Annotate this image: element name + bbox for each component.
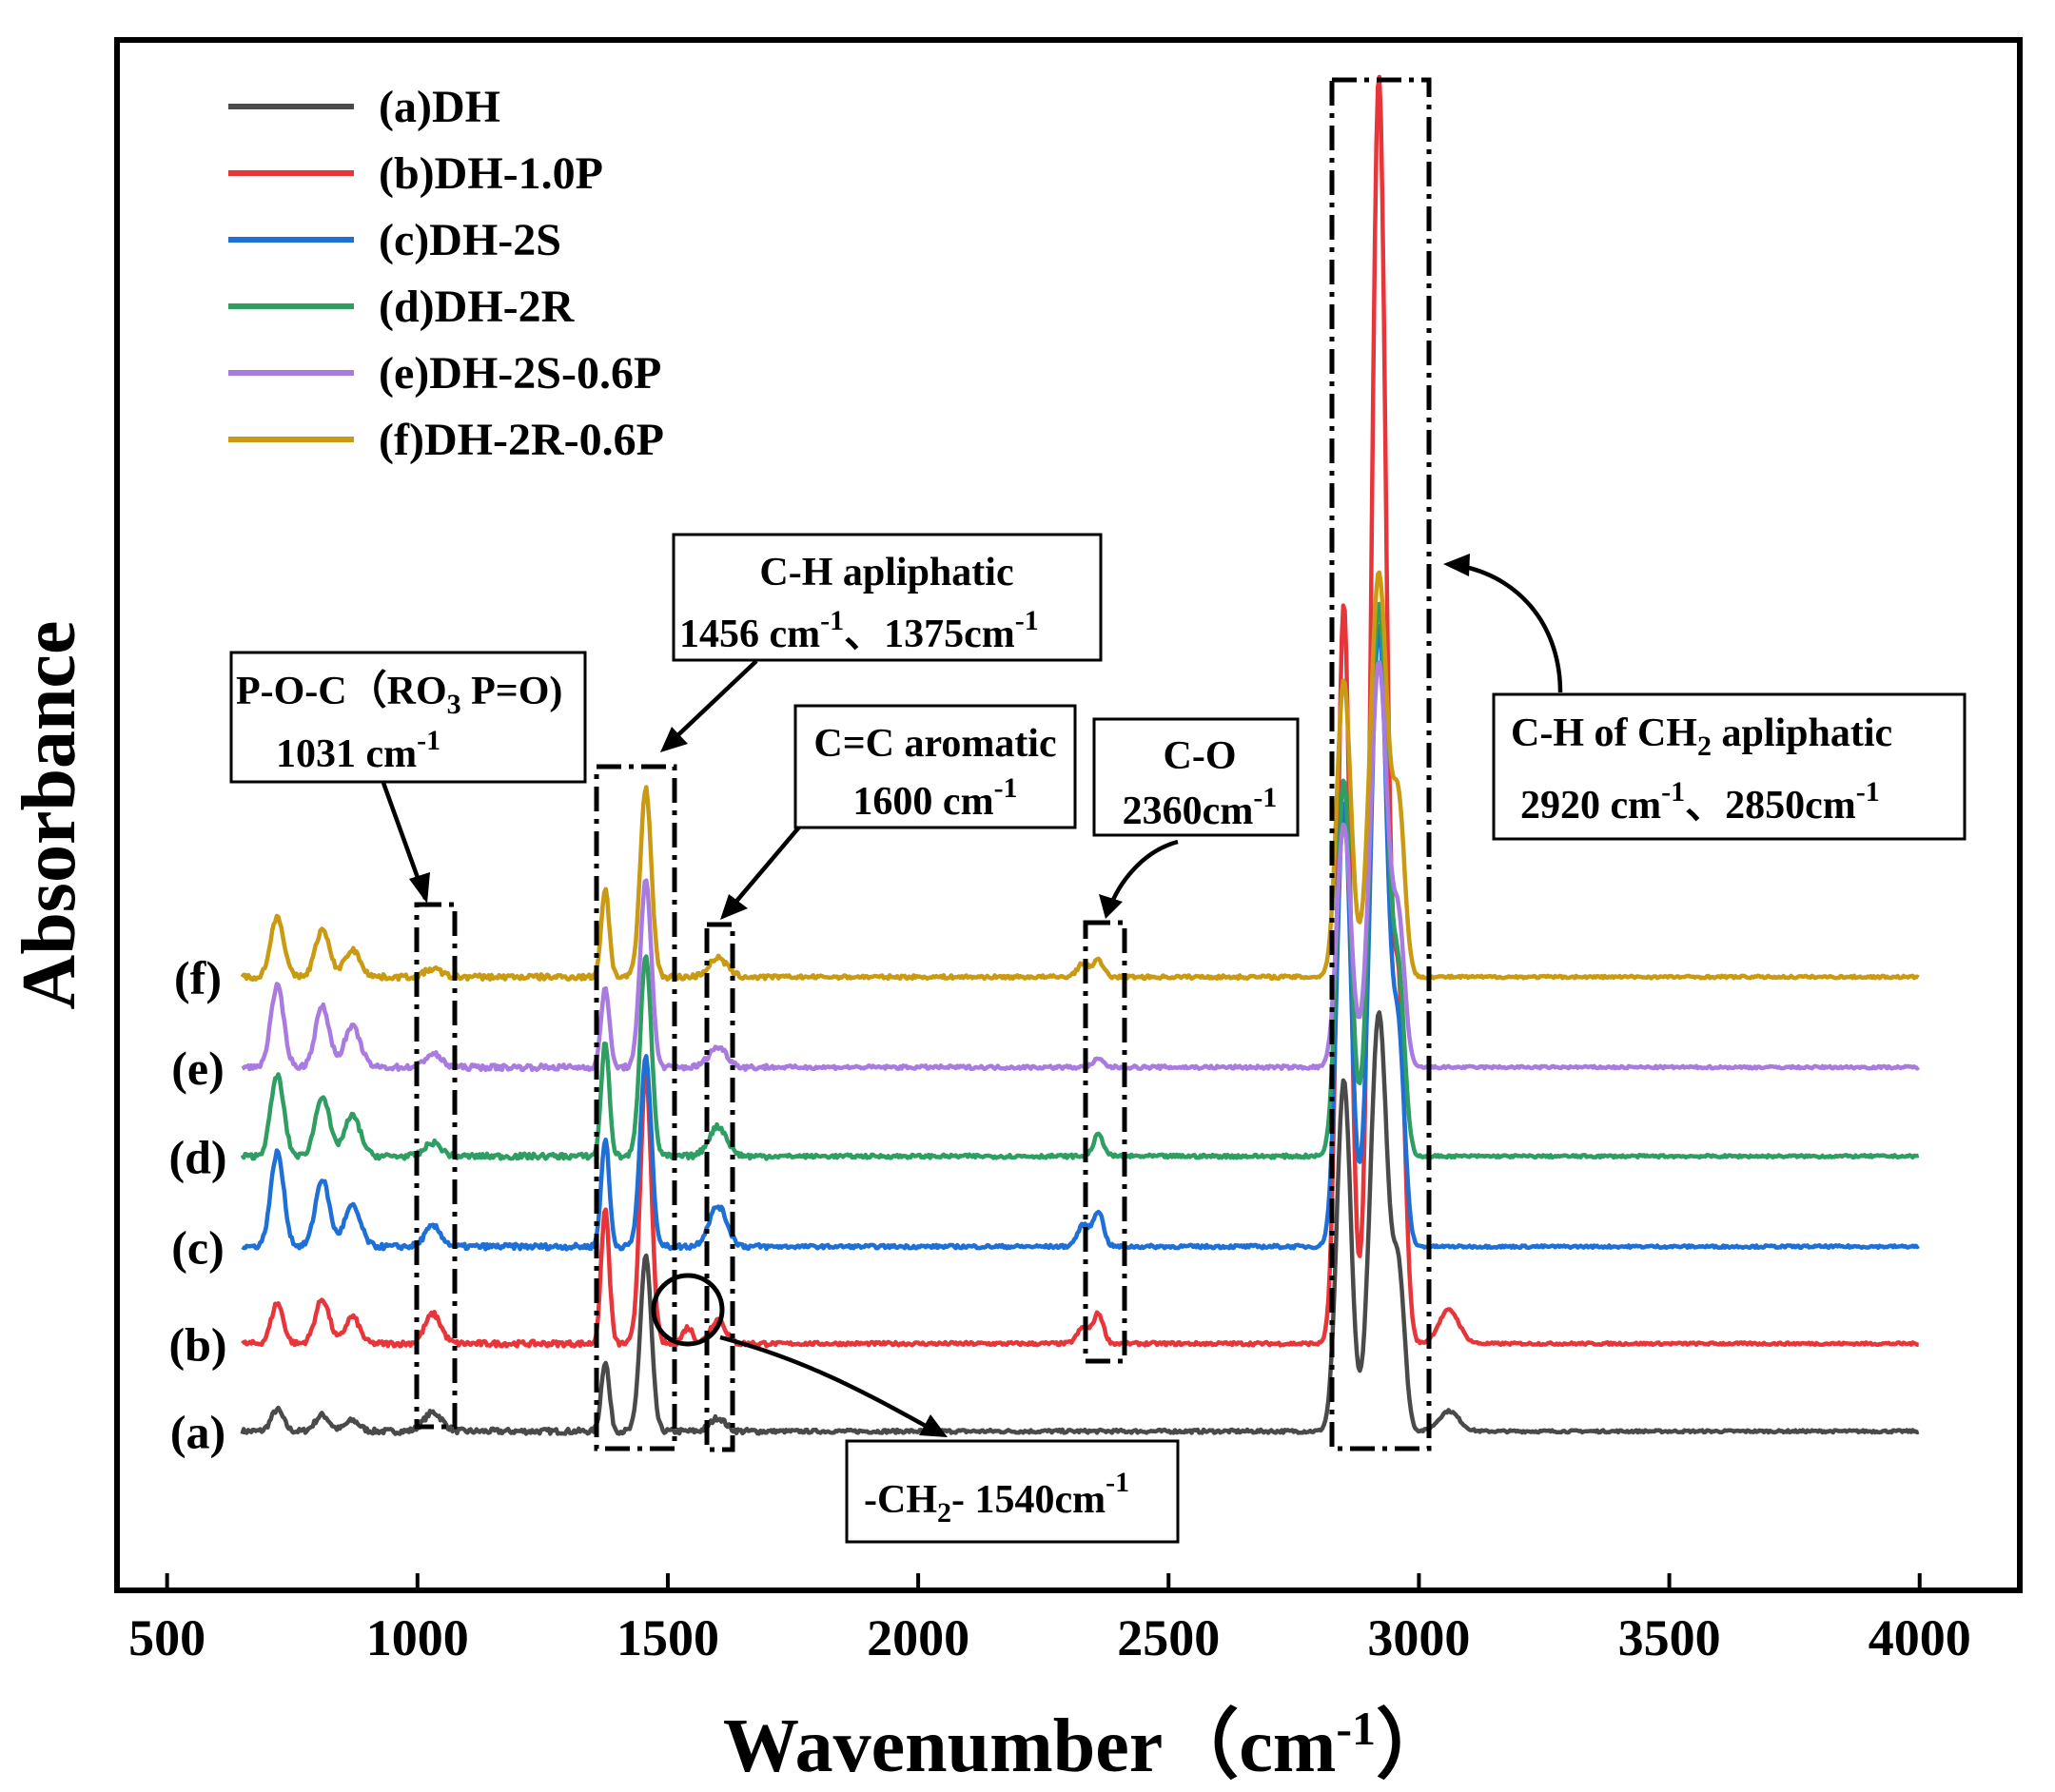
arrow-cc-head (720, 894, 748, 920)
series-lines (240, 74, 1921, 1436)
annotation-cc: C=C aromatic 1600 cm-1 (793, 704, 1077, 829)
legend: (a)DH (b)DH-1.0P (c)DH-2S (d)DH-2R (e)DH-2S-… (228, 82, 664, 465)
annotation-poc-line2: 1031 cm-1 (276, 725, 440, 776)
annotation-co-box (1092, 717, 1300, 837)
x-tick-label-3500: 3500 (1618, 1609, 1721, 1666)
series-line-c (241, 623, 1920, 1252)
arrow-ch-aliphatic-head (660, 727, 688, 752)
annotation-ch2-box (1492, 692, 1967, 841)
region-boxes (414, 77, 1432, 1452)
legend-label-d: (d)DH-2R (379, 282, 576, 332)
legend-label-a: (a)DH (379, 82, 500, 132)
circle-1540 (651, 1273, 725, 1347)
series-line-a (240, 1010, 1920, 1436)
annotation-poc-box (229, 651, 587, 784)
arrow-ch-aliphatic (667, 659, 758, 746)
x-axis-ticks: 500 1000 1500 2000 2500 3000 3500 4000 (128, 1573, 1971, 1666)
x-tick-label-2000: 2000 (867, 1609, 969, 1666)
annotation-co: C-O 2360cm-1 (1092, 717, 1300, 837)
annotation-co-value: 2360cm-1 (1123, 782, 1278, 833)
arrow-ch2-head (1443, 554, 1470, 576)
annotation-ch-aliphatic-box (672, 533, 1103, 662)
region-box-1600 (704, 922, 735, 1452)
annotation-cc-box (793, 704, 1077, 829)
series-label-a: (a) (170, 1406, 225, 1459)
series-line-d (240, 601, 1920, 1161)
annotation-ch2-1540: -CH2- 1540cm-1 (845, 1439, 1180, 1544)
series-line-f (240, 570, 1920, 983)
series-label-d: (d) (168, 1131, 226, 1184)
plot-frame (114, 37, 2023, 1593)
x-tick-label-500: 500 (128, 1609, 206, 1666)
x-tick-label-1000: 1000 (366, 1609, 469, 1666)
arrow-ch2 (1464, 564, 1563, 693)
legend-label-c: (c)DH-2S (379, 215, 561, 265)
annotation-ch2-1540-text: -CH2- 1540cm-1 (864, 1467, 1129, 1529)
annotation-ch2-title: C-H of CH2 apliphatic (1511, 711, 1892, 762)
arrow-poc-head (409, 872, 430, 904)
annotation-ch-aliphatic-values: 1456 cm-1、1375cm-1 (679, 605, 1039, 656)
annotation-ch-aliphatic: C-H apliphatic 1456 cm-1、1375cm-1 (672, 533, 1103, 662)
annotation-poc-line1: P-O-C（RO3 P=O) (236, 669, 562, 720)
annotation-poc: P-O-C（RO3 P=O) 1031 cm-1 (229, 651, 587, 784)
region-box-2360 (1083, 920, 1127, 1364)
annotation-ch-aliphatic-title: C-H apliphatic (759, 551, 1013, 594)
annotation-cc-value: 1600 cm-1 (852, 772, 1017, 824)
legend-label-e: (e)DH-2S-0.6P (379, 348, 661, 399)
x-axis-title: Wavenumber（cm-1） (723, 1702, 1452, 1788)
arrow-co (1106, 839, 1179, 910)
annotation-ch2-1540-box (845, 1439, 1180, 1544)
x-tick-label-4000: 4000 (1869, 1609, 1971, 1666)
annotation-co-title: C-O (1164, 734, 1237, 778)
legend-label-b: (b)DH-1.0P (379, 148, 603, 199)
series-label-b: (b) (168, 1318, 226, 1372)
region-box-2920-2850 (1329, 77, 1432, 1451)
legend-label-f: (f)DH-2R-0.6P (379, 415, 664, 465)
series-label-c: (c) (171, 1221, 225, 1275)
region-box-1031 (414, 902, 458, 1430)
x-tick-label-2500: 2500 (1117, 1609, 1220, 1666)
x-tick-label-3000: 3000 (1367, 1609, 1470, 1666)
annotation-ch2: C-H of CH2 apliphatic 2920 cm-1、2850cm-1 (1492, 692, 1967, 841)
y-axis-title: Absorbance (8, 621, 91, 1010)
series-label-e: (e) (171, 1042, 225, 1095)
series-line-e (241, 660, 1921, 1073)
annotation-ch2-values: 2920 cm-1、2850cm-1 (1520, 776, 1880, 828)
series-label-f: (f) (174, 951, 222, 1004)
annotation-cc-title: C=C aromatic (813, 722, 1056, 766)
series-labels: (a) (b) (c) (d) (e) (f) (168, 951, 226, 1459)
x-tick-label-1500: 1500 (616, 1609, 719, 1666)
series-line-b (241, 74, 1920, 1349)
arrow-co-head (1099, 894, 1123, 919)
region-box-1456-1375 (594, 764, 677, 1451)
arrow-1540-head (919, 1414, 948, 1437)
arrow-1540 (719, 1334, 934, 1432)
